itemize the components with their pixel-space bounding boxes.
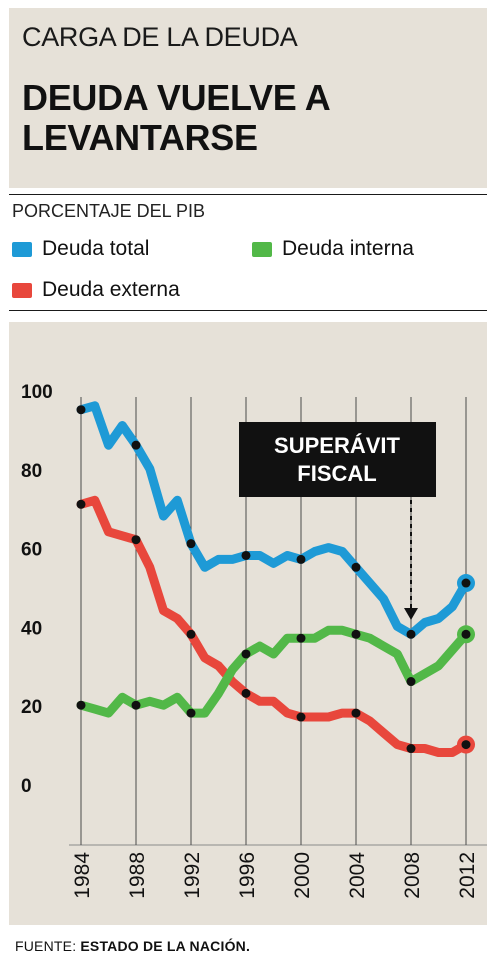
legend-item-total: Deuda total (12, 237, 149, 261)
point-2-2004 (351, 708, 361, 718)
legend-label-externa: Deuda externa (42, 278, 180, 301)
point-1-1992 (186, 708, 196, 718)
y-tick-label-80: 80 (21, 461, 42, 482)
y-tick-label-60: 60 (21, 540, 42, 561)
x-tick-label-2008: 2008 (401, 852, 424, 899)
point-1-1996 (241, 649, 251, 659)
legend-item-externa: Deuda externa (12, 278, 180, 302)
annotation-line-1: SUPERÁVIT (274, 433, 400, 458)
legend-swatch-externa (12, 282, 32, 298)
y-tick-label-0: 0 (21, 776, 32, 797)
legend-swatch-total (12, 241, 32, 257)
divider-bottom (9, 310, 487, 311)
header-panel (9, 8, 487, 188)
y-tick-label-20: 20 (21, 697, 42, 718)
divider-top (9, 194, 487, 195)
point-2-2012 (461, 740, 471, 750)
page-title: DEUDA VUELVE A LEVANTARSE (22, 77, 330, 158)
legend-label-total: Deuda total (42, 237, 150, 260)
point-1-1984 (76, 700, 86, 710)
point-1-1988 (131, 700, 141, 710)
point-0-2012 (461, 578, 471, 588)
unit-label: PORCENTAJE DEL PIB (12, 201, 206, 221)
x-tick-label-1984: 1984 (71, 852, 94, 899)
series-line-2 (76, 495, 471, 757)
point-2-2008 (406, 744, 416, 754)
source-name: ESTADO DE LA NACIÓN. (80, 938, 251, 954)
y-tick-label-100: 100 (21, 382, 53, 403)
x-tick-label-1996: 1996 (236, 852, 259, 899)
point-0-1992 (186, 539, 196, 549)
x-tick-label-2012: 2012 (456, 852, 479, 899)
x-tick-label-2004: 2004 (346, 852, 369, 899)
point-1-2008 (406, 677, 416, 687)
x-tick-label-1988: 1988 (126, 852, 149, 899)
series-line-1 (76, 625, 471, 718)
source-note: FUENTE: ESTADO DE LA NACIÓN. (15, 938, 250, 954)
annotation-box (239, 422, 436, 497)
annotation-line-2: FISCAL (297, 461, 376, 486)
annotation-arrow-head (404, 608, 418, 620)
y-tick-label-40: 40 (21, 618, 42, 639)
point-2-1984 (76, 499, 86, 509)
chart-panel: 0 20 40 60 80 100 1984 1988 1992 1996 2000 2004 2008… (9, 322, 487, 925)
point-2-1992 (186, 629, 196, 639)
legend-item-interna: Deuda interna (252, 237, 414, 261)
point-0-2004 (351, 562, 361, 572)
source-prefix: FUENTE: (15, 938, 81, 954)
point-0-2000 (296, 554, 306, 564)
legend-label-interna: Deuda interna (282, 237, 414, 260)
kicker: CARGA DE LA DEUDA (22, 22, 298, 52)
point-0-1984 (76, 405, 86, 415)
point-2-1988 (131, 535, 141, 545)
x-tick-label-1992: 1992 (181, 852, 204, 899)
point-1-2004 (351, 629, 361, 639)
x-tick-label-2000: 2000 (291, 852, 314, 899)
point-1-2012 (461, 629, 471, 639)
point-0-1996 (241, 550, 251, 560)
point-0-2008 (406, 629, 416, 639)
point-2-2000 (296, 712, 306, 722)
point-2-1996 (241, 688, 251, 698)
series-line-0 (76, 401, 471, 639)
line-chart: 0 20 40 60 80 100 1984 1988 1992 1996 2000 2004 2008… (21, 382, 487, 899)
point-0-1988 (131, 440, 141, 450)
point-1-2000 (296, 633, 306, 643)
legend-swatch-interna (252, 241, 272, 257)
